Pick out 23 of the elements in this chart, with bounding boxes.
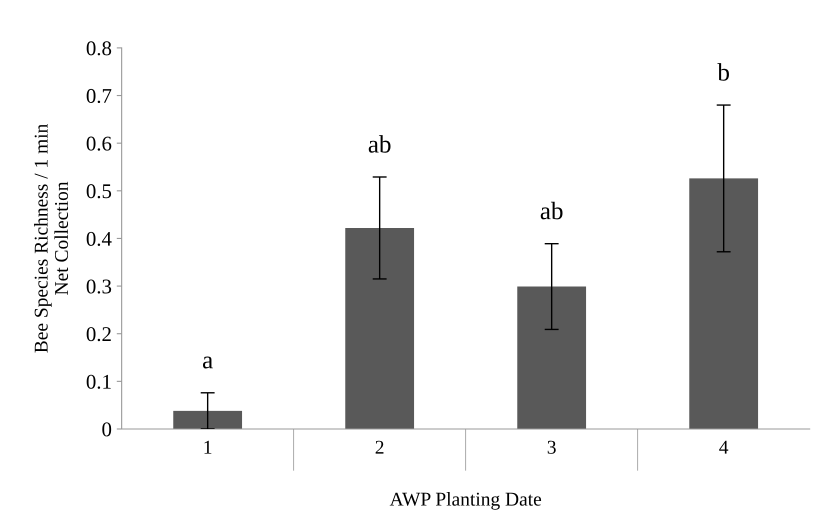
annotation: a (202, 356, 213, 368)
bar (689, 178, 758, 429)
y-tick-label: 0.3 (86, 279, 112, 294)
x-tick-label: 2 (376, 440, 384, 454)
y-tick-label: 0.7 (86, 88, 112, 104)
y-tick-label: 0 (102, 422, 112, 436)
y-tick-label: 0.4 (86, 232, 112, 246)
y-tick-label: 0.8 (86, 41, 112, 56)
y-tick-label: 0.1 (86, 374, 111, 389)
annotation: ab (368, 135, 391, 153)
bar (173, 410, 242, 429)
bar (345, 228, 414, 429)
annotation: ab (540, 202, 563, 220)
y-tick-label: 0.2 (86, 327, 111, 342)
x-tick-label: 4 (719, 440, 728, 454)
y-tick-label: 0.5 (86, 184, 112, 198)
bar (517, 286, 586, 429)
y-axis-title: Bee Species Richness / 1 min Net Collection (34, 124, 68, 353)
annotation: b (717, 63, 729, 81)
x-tick-label: 1 (204, 440, 212, 454)
x-tick-label: 3 (548, 440, 556, 454)
y-tick-label: 0.6 (86, 136, 112, 151)
x-axis-title: AWP Planting Date (390, 492, 542, 510)
